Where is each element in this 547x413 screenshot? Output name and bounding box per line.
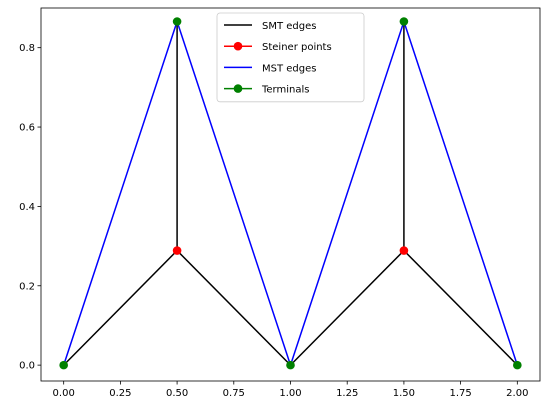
x-tick-label: 0.50: [166, 388, 188, 399]
data-point: [59, 360, 68, 370]
plot-area: 0.00 0.25 0.50 0.75 1.00 1.25 1.50 1.75 2.00 0.0…: [19, 7, 541, 399]
edge-line: [62, 21, 178, 366]
edge-line: [403, 21, 519, 366]
edge-line: [63, 250, 178, 366]
edge-line: [176, 21, 292, 366]
series-steiner-points: [172, 246, 409, 255]
y-tick-label: 0.0: [19, 361, 35, 372]
x-tick-label: 1.25: [336, 388, 358, 399]
legend-label: MST edges: [262, 63, 316, 74]
legend-marker: [233, 84, 243, 93]
x-tick-label: 0.75: [223, 388, 245, 399]
y-tick-label: 0.4: [19, 202, 35, 213]
edge-line: [403, 250, 518, 366]
y-tick-label: 0.6: [19, 123, 35, 134]
x-tick-label: 0.25: [109, 388, 131, 399]
data-point: [399, 246, 409, 255]
legend-item: Steiner points: [224, 41, 332, 53]
x-tick-label: 1.50: [393, 388, 415, 399]
series-mst-edges: [62, 21, 519, 366]
x-tick-label: 1.75: [449, 388, 471, 399]
legend-item: MST edges: [224, 63, 316, 74]
y-axis: 0.0 0.2 0.4 0.6 0.8: [19, 43, 41, 372]
x-tick-label: 0.00: [53, 388, 75, 399]
data-point: [172, 17, 182, 26]
edge-line: [176, 250, 292, 366]
legend-marker: [233, 41, 243, 51]
series-smt-edges: [63, 21, 518, 366]
x-tick-label: 1.00: [279, 388, 301, 399]
legend-item: SMT edges: [224, 21, 316, 32]
edge-line: [289, 250, 405, 366]
legend-label: Steiner points: [262, 42, 332, 53]
legend: SMT edges Steiner points MST edges Terminal…: [216, 12, 365, 103]
x-tick-label: 2.00: [506, 388, 528, 399]
edge-line: [289, 21, 405, 366]
data-point: [399, 17, 409, 26]
legend-label: SMT edges: [262, 21, 316, 32]
data-point: [172, 246, 182, 255]
series-terminals: [59, 17, 522, 370]
data-point: [513, 360, 522, 370]
y-tick-label: 0.2: [19, 281, 35, 292]
legend-label: Terminals: [261, 85, 309, 96]
data-point: [286, 360, 295, 370]
data-layer: [59, 17, 522, 370]
legend-box: [216, 12, 365, 103]
legend-item: Terminals: [224, 84, 309, 96]
x-axis: 0.00 0.25 0.50 0.75 1.00 1.25 1.50 1.75 2.00: [53, 381, 528, 399]
y-tick-label: 0.8: [19, 43, 35, 54]
